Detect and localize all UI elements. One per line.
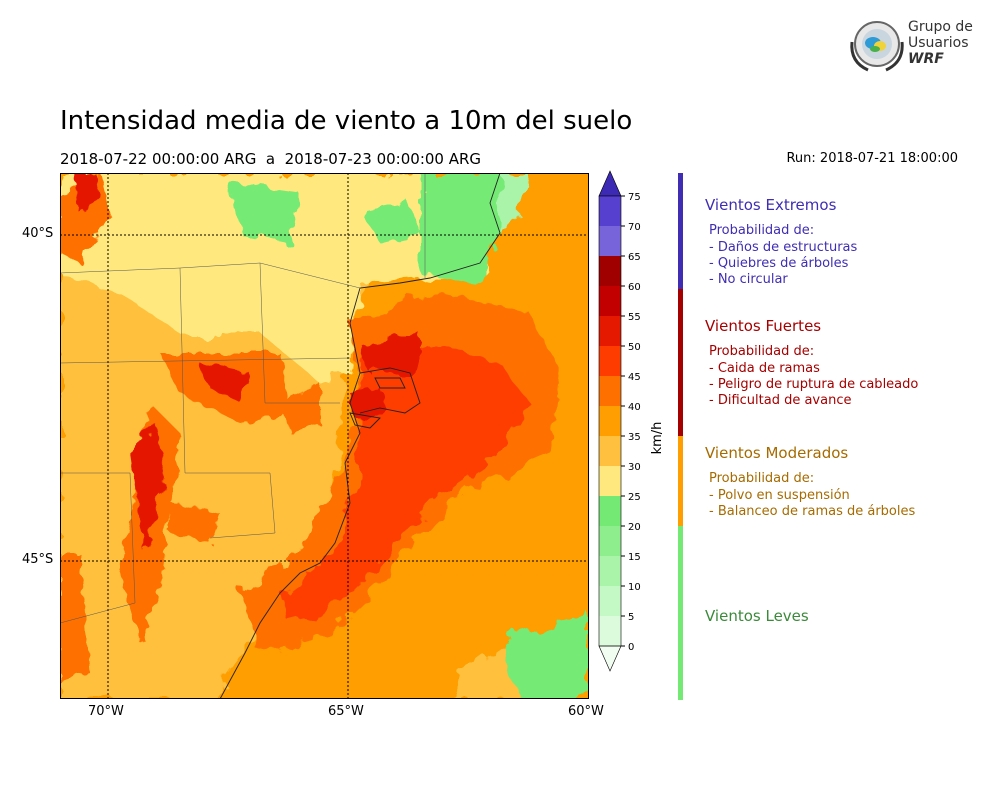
lat-label-45s: 45°S (22, 552, 54, 567)
lat-label-40s: 40°S (22, 226, 54, 241)
colorbar-frame (598, 195, 622, 647)
colorbar-bin (599, 406, 621, 436)
colorbar-bin (599, 256, 621, 286)
lon-label-60w: 60°W (568, 704, 604, 719)
colorbar-tick-label: 60 (628, 282, 641, 293)
wind-hotspots (60, 173, 320, 683)
wind-map (60, 173, 589, 699)
colorbar-tick-label: 30 (628, 462, 641, 473)
colorbar-tick-label: 0 (628, 642, 634, 653)
logo-line-2: Usuarios (908, 35, 969, 51)
strong-line-3: - Peligro de ruptura de cableado (709, 377, 919, 392)
colorbar-tick-label: 20 (628, 522, 641, 533)
colorbar-bin (599, 316, 621, 346)
colorbar-bin (599, 436, 621, 466)
colorbar-bin (599, 346, 621, 376)
colorbar: 0 5 10 15 20 25 30 35 40 45 50 55 60 65 70 75 80 km/h (598, 170, 665, 672)
moderate-line-2: - Polvo en suspensión (709, 488, 850, 503)
colorbar-tick-label: 25 (628, 492, 641, 503)
moderate-line-1: Probabilidad de: (709, 471, 815, 486)
lon-label-65w: 65°W (328, 704, 364, 719)
strong-line-4: - Dificultad de avance (709, 393, 852, 408)
colorbar-bin (599, 526, 621, 556)
wrf-logo: Grupo de Usuarios WRF (848, 16, 973, 72)
colorbar-tick-label: 10 (628, 582, 641, 593)
logo-line-1: Grupo de (908, 19, 973, 35)
colorbar-bin (599, 466, 621, 496)
colorbar-tick-label: 70 (628, 222, 641, 233)
colorbar-tick-label: 65 (628, 252, 641, 263)
strong-line-1: Probabilidad de: (709, 344, 815, 359)
graticule (60, 173, 589, 699)
colorbar-tick-label: 45 (628, 372, 641, 383)
moderate-line-3: - Balanceo de ramas de árboles (709, 504, 916, 519)
colorbar-bin (599, 196, 621, 226)
colorbar-tick-label: 75 (628, 192, 641, 203)
extreme-line-1: Probabilidad de: (709, 223, 815, 238)
chart-title: Intensidad media de viento a 10m del sue… (60, 106, 633, 136)
colorbar-tick-label: 35 (628, 432, 641, 443)
run-timestamp: Run: 2018-07-21 18:00:00 (786, 151, 958, 166)
colorbar-tick-label: 5 (628, 612, 634, 623)
colorbar-tick-label: 55 (628, 312, 641, 323)
lon-label-70w: 70°W (88, 704, 124, 719)
strong-winds-title: Vientos Fuertes (705, 317, 822, 335)
extreme-line-2: - Daños de estructuras (709, 240, 858, 255)
colorbar-bin (599, 496, 621, 526)
light-winds-title: Vientos Leves (705, 607, 809, 625)
colorbar-bin (599, 586, 621, 616)
colorbar-tick-label: 15 (628, 552, 641, 563)
period-subtitle: 2018-07-22 00:00:00 ARG a 2018-07-23 00:… (60, 150, 482, 168)
extreme-line-3: - Quiebres de árboles (709, 256, 849, 271)
colorbar-bin (599, 286, 621, 316)
map-frame (60, 173, 589, 699)
globe-logo-icon (850, 21, 904, 72)
colorbar-tick-label: 40 (628, 402, 641, 413)
colorbar-extend-bottom (598, 645, 622, 672)
moderate-winds-title: Vientos Moderados (705, 444, 849, 462)
light-winds-bar (678, 526, 683, 700)
colorbar-unit-label: km/h (650, 422, 665, 455)
strong-winds-bar (678, 289, 683, 436)
colorbar-bin (599, 376, 621, 406)
logo-line-3: WRF (908, 51, 944, 67)
extreme-line-4: - No circular (709, 272, 788, 287)
colorbar-bin (599, 226, 621, 256)
extreme-winds-title: Vientos Extremos (705, 196, 837, 214)
colorbar-extend-top (598, 170, 622, 197)
colorbar-tick-label: 80 (628, 170, 641, 173)
colorbar-bin (599, 556, 621, 586)
colorbar-bin (599, 616, 621, 646)
extreme-winds-bar (678, 173, 683, 289)
moderate-winds-bar (678, 436, 683, 526)
coastline (219, 173, 501, 699)
strong-line-2: - Caida de ramas (709, 361, 820, 376)
colorbar-tick-label: 50 (628, 342, 641, 353)
